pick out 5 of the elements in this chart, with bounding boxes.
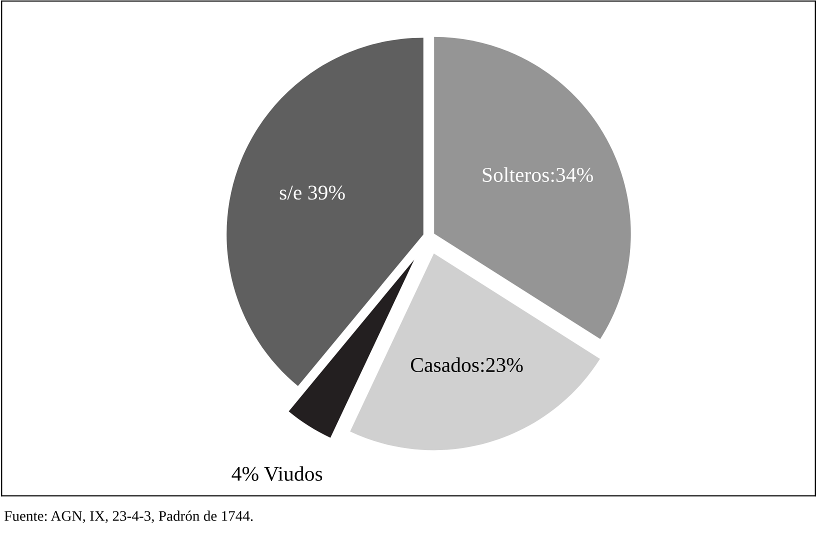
slice-label: s/e 39%	[280, 186, 345, 200]
slice-label: Casados:23%	[410, 357, 523, 372]
slice-label: Solteros:34%	[482, 167, 593, 182]
slice-label: 4% Viudos	[232, 466, 322, 482]
source-note: Fuente: AGN, IX, 23-4-3, Padrón de 1744.	[4, 510, 253, 523]
